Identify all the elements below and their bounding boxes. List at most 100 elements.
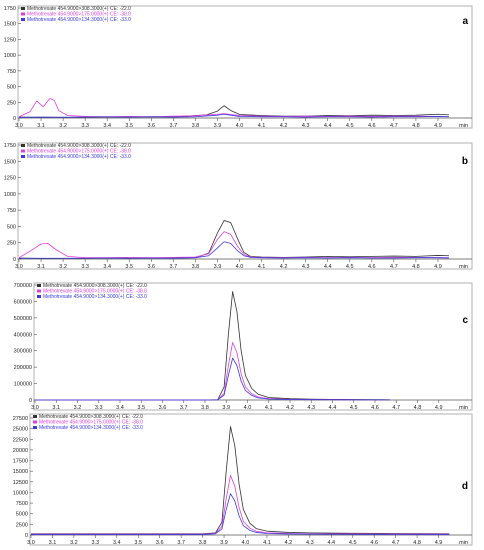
x-tick-label: 3.5 bbox=[125, 123, 133, 129]
y-tick-label: 5000 bbox=[16, 512, 28, 518]
x-tick-label: 4.6 bbox=[371, 405, 379, 411]
series-line-2 bbox=[31, 475, 450, 535]
x-tick-label: 4.0 bbox=[236, 264, 244, 270]
x-tick-label: 3.5 bbox=[137, 405, 145, 411]
y-tick-label: 22500 bbox=[13, 437, 28, 443]
panel-label: a bbox=[462, 16, 468, 27]
x-tick-label: 4.2 bbox=[286, 405, 294, 411]
x-tick-label: 3.7 bbox=[170, 264, 178, 270]
panel-frame bbox=[17, 5, 473, 129]
series-line-3 bbox=[35, 357, 390, 401]
x-tick-label: 3.1 bbox=[49, 540, 57, 546]
x-tick-label: 3.5 bbox=[134, 540, 142, 546]
series-line-2 bbox=[18, 98, 449, 118]
x-tick-label: 3.9 bbox=[220, 540, 228, 546]
x-tick-label: 3.6 bbox=[156, 540, 164, 546]
y-tick-label: 250 bbox=[7, 100, 16, 106]
y-tick-label: 500000 bbox=[14, 316, 32, 322]
y-tick-label: 17500 bbox=[13, 459, 28, 465]
legend-entry: Methotrexate 454.9000>308.3000(+) CE: -2… bbox=[43, 283, 147, 289]
x-tick-label: 4.2 bbox=[280, 264, 288, 270]
x-tick-label: 3.2 bbox=[59, 123, 67, 129]
x-tick-label: 4.5 bbox=[346, 264, 354, 270]
x-tick-label: 3.2 bbox=[74, 405, 82, 411]
y-tick-label: 1500 bbox=[4, 22, 16, 28]
legend-entry: Methotrexate 454.9000>308.3000(+) CE: -2… bbox=[27, 6, 131, 12]
x-tick-label: 4.5 bbox=[346, 123, 354, 129]
x-tick-label: 3.6 bbox=[147, 264, 155, 270]
x-tick-label: 4.0 bbox=[242, 540, 250, 546]
x-tick-label: 4.9 bbox=[434, 264, 442, 270]
panel-label: d bbox=[462, 481, 468, 492]
y-tick-label: 27500 bbox=[13, 416, 28, 422]
legend-swatch bbox=[21, 18, 25, 21]
x-tick-label: 4.8 bbox=[414, 405, 422, 411]
legend-swatch bbox=[37, 289, 41, 293]
x-tick-label: 3.6 bbox=[159, 405, 167, 411]
x-tick-label: 4.6 bbox=[370, 540, 378, 546]
x-tick-label: 3.1 bbox=[37, 264, 45, 270]
x-tick-label: 3.3 bbox=[81, 123, 89, 129]
y-tick-label: 0 bbox=[25, 533, 28, 539]
x-tick-label: 4.7 bbox=[390, 264, 398, 270]
series-line-3 bbox=[31, 493, 450, 535]
x-tick-label: 3.9 bbox=[214, 123, 222, 129]
x-tick-label: 3.3 bbox=[92, 540, 100, 546]
legend-entry: Methotrexate 454.9000>175.0000(+) CE: -3… bbox=[27, 149, 131, 155]
x-tick-label: 4.3 bbox=[307, 405, 315, 411]
y-tick-label: 1250 bbox=[4, 37, 16, 43]
x-tick-label: 3.7 bbox=[177, 540, 185, 546]
x-tick-label: 3.0 bbox=[27, 540, 35, 546]
x-unit-label: min bbox=[459, 405, 468, 411]
x-tick-label: 3.6 bbox=[147, 123, 155, 129]
x-tick-label: 4.5 bbox=[349, 540, 357, 546]
x-tick-label: 3.1 bbox=[37, 123, 45, 129]
y-tick-label: 750 bbox=[7, 208, 16, 214]
x-tick-label: 3.3 bbox=[95, 405, 103, 411]
y-tick-label: 25000 bbox=[13, 427, 28, 433]
x-tick-label: 3.4 bbox=[103, 264, 111, 270]
legend-entry: Methotrexate 454.9000>134.3000(+) CE: -3… bbox=[27, 154, 131, 160]
x-tick-label: 3.8 bbox=[192, 264, 200, 270]
x-tick-label: 3.8 bbox=[201, 405, 209, 411]
x-tick-label: 4.6 bbox=[368, 123, 376, 129]
y-tick-label: 10000 bbox=[13, 490, 28, 496]
x-tick-label: 3.4 bbox=[103, 123, 111, 129]
chart-panel-c: 0 100000 200000 300000 400000 500000 600000 700… bbox=[14, 282, 473, 411]
x-tick-label: 4.4 bbox=[327, 540, 335, 546]
y-tick-label: 1500 bbox=[4, 159, 16, 165]
x-tick-label: 4.1 bbox=[263, 540, 271, 546]
chart-panel-a: 0 250 500 750 1000 1250 1500 1750 3.0 3.1 3.2 3.3 3.… bbox=[4, 5, 473, 129]
x-unit-label: min bbox=[459, 264, 468, 270]
y-tick-label: 700000 bbox=[14, 283, 32, 289]
x-tick-label: 4.8 bbox=[412, 123, 420, 129]
legend-swatch bbox=[21, 7, 25, 10]
y-tick-label: 500 bbox=[7, 224, 16, 230]
x-tick-label: 3.0 bbox=[31, 405, 39, 411]
series-line-1 bbox=[35, 291, 390, 401]
x-tick-label: 3.8 bbox=[199, 540, 207, 546]
y-tick-label: 0 bbox=[13, 257, 16, 263]
x-tick-label: 4.1 bbox=[258, 264, 266, 270]
y-tick-label: 1000 bbox=[4, 53, 16, 59]
legend-swatch bbox=[33, 426, 37, 429]
x-tick-label: 3.9 bbox=[222, 405, 230, 411]
y-tick-label: 12500 bbox=[13, 480, 28, 486]
legend-swatch bbox=[21, 155, 25, 158]
x-tick-label: 4.3 bbox=[306, 540, 314, 546]
x-tick-label: 4.5 bbox=[350, 405, 358, 411]
panel-label: b bbox=[462, 156, 468, 167]
panel-frame bbox=[17, 142, 473, 270]
legend-entry: Methotrexate 454.9000>175.0000(+) CE: -3… bbox=[43, 289, 147, 295]
x-tick-label: 3.0 bbox=[15, 123, 23, 129]
panel-frame bbox=[29, 413, 473, 546]
x-tick-label: 4.8 bbox=[412, 264, 420, 270]
y-tick-label: 300000 bbox=[14, 349, 32, 355]
y-tick-label: 500 bbox=[7, 85, 16, 91]
legend-entry: Methotrexate 454.9000>308.3000(+) CE: -2… bbox=[39, 414, 143, 420]
y-tick-label: 400000 bbox=[14, 332, 32, 338]
x-tick-label: 4.3 bbox=[302, 123, 310, 129]
x-tick-label: 4.9 bbox=[434, 123, 442, 129]
x-tick-label: 3.2 bbox=[59, 264, 67, 270]
